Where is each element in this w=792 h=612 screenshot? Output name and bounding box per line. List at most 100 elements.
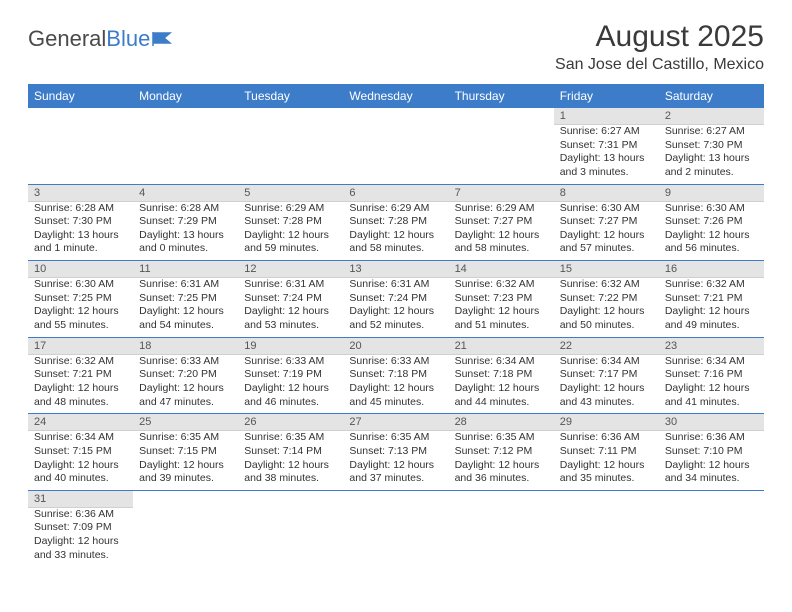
daylight-line1: Daylight: 12 hours [455, 229, 548, 243]
calendar-cell: 29Sunrise: 6:36 AMSunset: 7:11 PMDayligh… [554, 414, 659, 490]
daylight-line1: Daylight: 12 hours [665, 382, 758, 396]
sunset-text: Sunset: 7:15 PM [139, 445, 232, 459]
sunrise-text: Sunrise: 6:32 AM [560, 278, 653, 292]
calendar-cell: 11Sunrise: 6:31 AMSunset: 7:25 PMDayligh… [133, 261, 238, 337]
calendar-cell: 1Sunrise: 6:27 AMSunset: 7:31 PMDaylight… [554, 108, 659, 184]
calendar-cell: 3Sunrise: 6:28 AMSunset: 7:30 PMDaylight… [28, 185, 133, 261]
day-details: Sunrise: 6:34 AMSunset: 7:18 PMDaylight:… [449, 355, 554, 414]
logo: GeneralBlue [28, 26, 174, 52]
daylight-line1: Daylight: 12 hours [455, 305, 548, 319]
sunrise-text: Sunrise: 6:30 AM [665, 202, 758, 216]
daylight-line1: Daylight: 12 hours [34, 535, 127, 549]
day-number: 15 [554, 261, 659, 278]
logo-text-blue: Blue [106, 26, 150, 52]
sunrise-text: Sunrise: 6:33 AM [139, 355, 232, 369]
day-number: 23 [659, 338, 764, 355]
sunset-text: Sunset: 7:21 PM [34, 368, 127, 382]
daylight-line1: Daylight: 12 hours [139, 382, 232, 396]
daylight-line1: Daylight: 13 hours [34, 229, 127, 243]
daylight-line2: and 35 minutes. [560, 472, 653, 486]
calendar-cell: 12Sunrise: 6:31 AMSunset: 7:24 PMDayligh… [238, 261, 343, 337]
day-number: 10 [28, 261, 133, 278]
sunset-text: Sunset: 7:16 PM [665, 368, 758, 382]
calendar-cell [238, 491, 343, 567]
daylight-line1: Daylight: 12 hours [34, 305, 127, 319]
day-details: Sunrise: 6:32 AMSunset: 7:21 PMDaylight:… [28, 355, 133, 414]
day-details: Sunrise: 6:28 AMSunset: 7:30 PMDaylight:… [28, 202, 133, 261]
day-details: Sunrise: 6:36 AMSunset: 7:10 PMDaylight:… [659, 431, 764, 490]
sunset-text: Sunset: 7:14 PM [244, 445, 337, 459]
day-number: 12 [238, 261, 343, 278]
calendar-cell: 9Sunrise: 6:30 AMSunset: 7:26 PMDaylight… [659, 185, 764, 261]
calendar-cell: 21Sunrise: 6:34 AMSunset: 7:18 PMDayligh… [449, 338, 554, 414]
calendar-cell [449, 491, 554, 567]
day-number: 30 [659, 414, 764, 431]
daylight-line2: and 51 minutes. [455, 319, 548, 333]
sunset-text: Sunset: 7:10 PM [665, 445, 758, 459]
daylight-line1: Daylight: 12 hours [34, 459, 127, 473]
sunset-text: Sunset: 7:20 PM [139, 368, 232, 382]
daylight-line2: and 36 minutes. [455, 472, 548, 486]
calendar-cell: 23Sunrise: 6:34 AMSunset: 7:16 PMDayligh… [659, 338, 764, 414]
calendar-cell: 31Sunrise: 6:36 AMSunset: 7:09 PMDayligh… [28, 491, 133, 567]
daylight-line1: Daylight: 13 hours [560, 152, 653, 166]
day-number: 22 [554, 338, 659, 355]
calendar-week-row: 3Sunrise: 6:28 AMSunset: 7:30 PMDaylight… [28, 185, 764, 261]
daylight-line1: Daylight: 12 hours [349, 229, 442, 243]
daylight-line2: and 33 minutes. [34, 549, 127, 563]
sunrise-text: Sunrise: 6:35 AM [349, 431, 442, 445]
calendar-cell: 17Sunrise: 6:32 AMSunset: 7:21 PMDayligh… [28, 338, 133, 414]
sunrise-text: Sunrise: 6:30 AM [34, 278, 127, 292]
sunrise-text: Sunrise: 6:35 AM [455, 431, 548, 445]
calendar-cell: 22Sunrise: 6:34 AMSunset: 7:17 PMDayligh… [554, 338, 659, 414]
sunset-text: Sunset: 7:18 PM [455, 368, 548, 382]
calendar-week-row: 17Sunrise: 6:32 AMSunset: 7:21 PMDayligh… [28, 338, 764, 414]
daylight-line2: and 58 minutes. [455, 242, 548, 256]
calendar-cell: 28Sunrise: 6:35 AMSunset: 7:12 PMDayligh… [449, 414, 554, 490]
day-details: Sunrise: 6:30 AMSunset: 7:25 PMDaylight:… [28, 278, 133, 337]
day-details: Sunrise: 6:35 AMSunset: 7:13 PMDaylight:… [343, 431, 448, 490]
day-number: 13 [343, 261, 448, 278]
weekday-header: Thursday [449, 84, 554, 108]
daylight-line1: Daylight: 12 hours [665, 229, 758, 243]
daylight-line1: Daylight: 12 hours [139, 305, 232, 319]
daylight-line2: and 58 minutes. [349, 242, 442, 256]
sunset-text: Sunset: 7:21 PM [665, 292, 758, 306]
sunset-text: Sunset: 7:27 PM [455, 215, 548, 229]
calendar-cell: 25Sunrise: 6:35 AMSunset: 7:15 PMDayligh… [133, 414, 238, 490]
day-details: Sunrise: 6:29 AMSunset: 7:28 PMDaylight:… [343, 202, 448, 261]
day-details: Sunrise: 6:33 AMSunset: 7:18 PMDaylight:… [343, 355, 448, 414]
weekday-header: Friday [554, 84, 659, 108]
sunrise-text: Sunrise: 6:35 AM [139, 431, 232, 445]
calendar-cell [343, 491, 448, 567]
daylight-line2: and 45 minutes. [349, 396, 442, 410]
day-details: Sunrise: 6:28 AMSunset: 7:29 PMDaylight:… [133, 202, 238, 261]
logo-text-general: General [28, 26, 106, 52]
daylight-line2: and 57 minutes. [560, 242, 653, 256]
calendar-week-row: 31Sunrise: 6:36 AMSunset: 7:09 PMDayligh… [28, 491, 764, 567]
day-details: Sunrise: 6:34 AMSunset: 7:15 PMDaylight:… [28, 431, 133, 490]
calendar-cell [554, 491, 659, 567]
day-number: 14 [449, 261, 554, 278]
sunset-text: Sunset: 7:25 PM [34, 292, 127, 306]
daylight-line1: Daylight: 12 hours [244, 229, 337, 243]
sunset-text: Sunset: 7:27 PM [560, 215, 653, 229]
day-number: 18 [133, 338, 238, 355]
sunrise-text: Sunrise: 6:28 AM [34, 202, 127, 216]
sunrise-text: Sunrise: 6:34 AM [560, 355, 653, 369]
calendar-cell [238, 108, 343, 184]
day-details: Sunrise: 6:31 AMSunset: 7:25 PMDaylight:… [133, 278, 238, 337]
sunset-text: Sunset: 7:30 PM [665, 139, 758, 153]
daylight-line2: and 34 minutes. [665, 472, 758, 486]
daylight-line1: Daylight: 13 hours [139, 229, 232, 243]
daylight-line2: and 44 minutes. [455, 396, 548, 410]
day-details: Sunrise: 6:34 AMSunset: 7:17 PMDaylight:… [554, 355, 659, 414]
day-number: 1 [554, 108, 659, 125]
weekday-header: Saturday [659, 84, 764, 108]
day-details: Sunrise: 6:36 AMSunset: 7:09 PMDaylight:… [28, 508, 133, 567]
daylight-line2: and 39 minutes. [139, 472, 232, 486]
daylight-line1: Daylight: 12 hours [349, 459, 442, 473]
sunset-text: Sunset: 7:28 PM [244, 215, 337, 229]
day-number: 29 [554, 414, 659, 431]
day-number: 8 [554, 185, 659, 202]
